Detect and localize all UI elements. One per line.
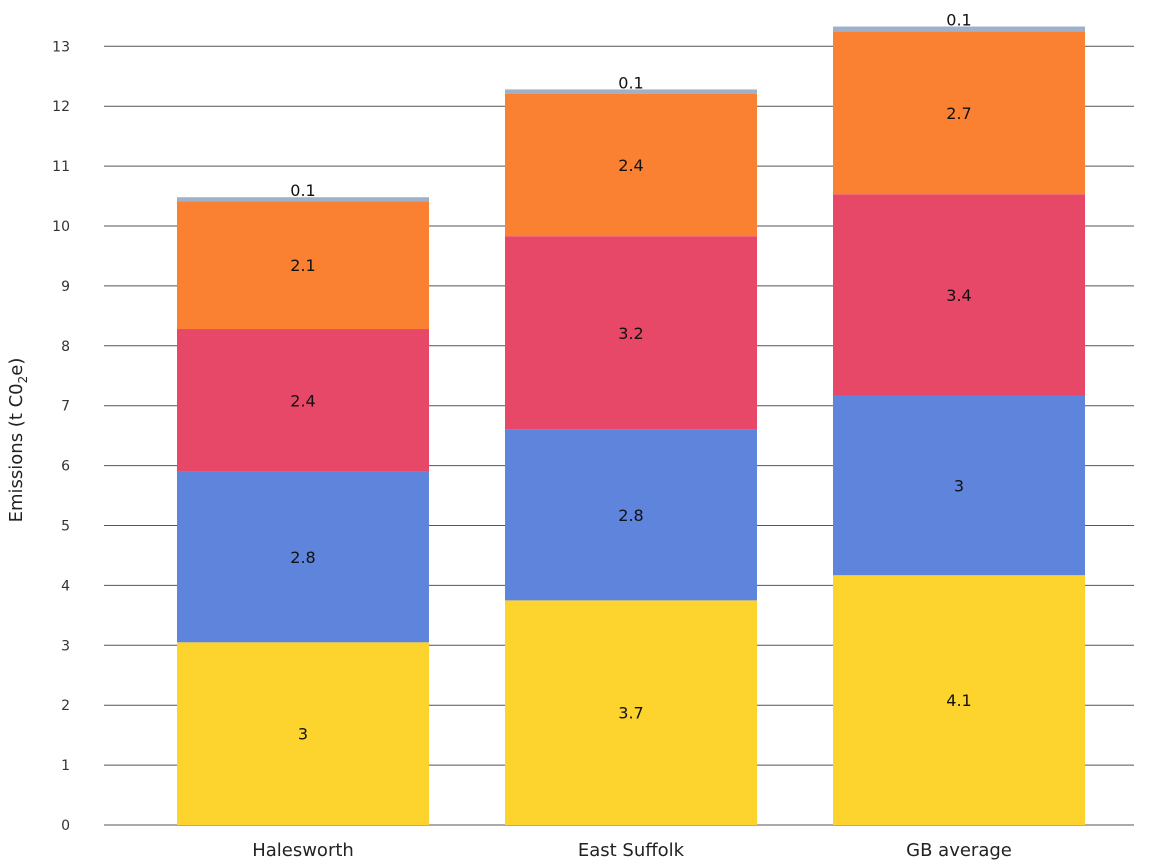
y-tick-label: 5 [61, 519, 70, 535]
y-tick-label: 13 [52, 39, 70, 55]
y-tick-label: 10 [52, 219, 70, 235]
y-tick-label: 7 [61, 399, 70, 415]
data-label: 3 [954, 476, 964, 495]
bar-segment [833, 26, 1085, 32]
data-label: 0.1 [946, 11, 971, 30]
category-label: East Suffolk [578, 840, 685, 861]
y-axis-label-end: e) [6, 358, 27, 376]
category-labels: Halesworth East Suffolk GB average [252, 840, 1012, 861]
bar-segment [833, 575, 1085, 825]
bar-segment [833, 194, 1085, 396]
data-label: 0.1 [618, 73, 643, 92]
y-tick-label: 2 [61, 698, 70, 714]
y-tick-label: 1 [61, 758, 70, 774]
y-axis-label-subscript: 2 [16, 376, 30, 384]
bar-segment [505, 93, 757, 237]
category-label: GB average [906, 840, 1012, 861]
data-label: 3.7 [618, 704, 643, 723]
y-tick-label: 0 [61, 818, 70, 834]
bar-segment [505, 89, 757, 94]
data-label: 0.1 [290, 181, 315, 200]
data-label: 3 [298, 725, 308, 744]
data-label: 3.2 [618, 324, 643, 343]
y-tick-label: 8 [61, 339, 70, 355]
segment-labels: 3 2.8 2.4 2.1 0.1 3.7 2.8 3.2 2.4 0.1 4.1 3 3.4 2.7 0.… [290, 11, 971, 744]
bar-segment [177, 642, 429, 825]
y-tick-label: 4 [61, 578, 70, 594]
category-label: Halesworth [252, 840, 354, 861]
data-label: 4.1 [946, 691, 971, 710]
y-axis-label: Emissions (t C02e) [6, 358, 30, 523]
data-label: 2.1 [290, 256, 315, 275]
bars [177, 26, 1085, 825]
y-tick-label: 3 [61, 638, 70, 654]
bar-segment [505, 429, 757, 601]
y-tick-label: 12 [52, 99, 70, 115]
data-label: 2.8 [290, 548, 315, 567]
bar-segment [177, 471, 429, 643]
y-tick-label: 9 [61, 279, 70, 295]
data-label: 3.4 [946, 286, 971, 305]
bar-segment [505, 600, 757, 825]
data-label: 2.4 [618, 156, 643, 175]
bar-segment [833, 395, 1085, 576]
data-label: 2.7 [946, 104, 971, 123]
y-tick-label: 11 [52, 159, 70, 175]
bar-segment [505, 236, 757, 430]
bar-segment [177, 201, 429, 330]
y-tick-label: 6 [61, 459, 70, 475]
bar-segment [177, 197, 429, 202]
bar-segment [177, 329, 429, 472]
data-label: 2.8 [618, 506, 643, 525]
bar-segment [833, 31, 1085, 195]
data-label: 2.4 [290, 391, 315, 410]
